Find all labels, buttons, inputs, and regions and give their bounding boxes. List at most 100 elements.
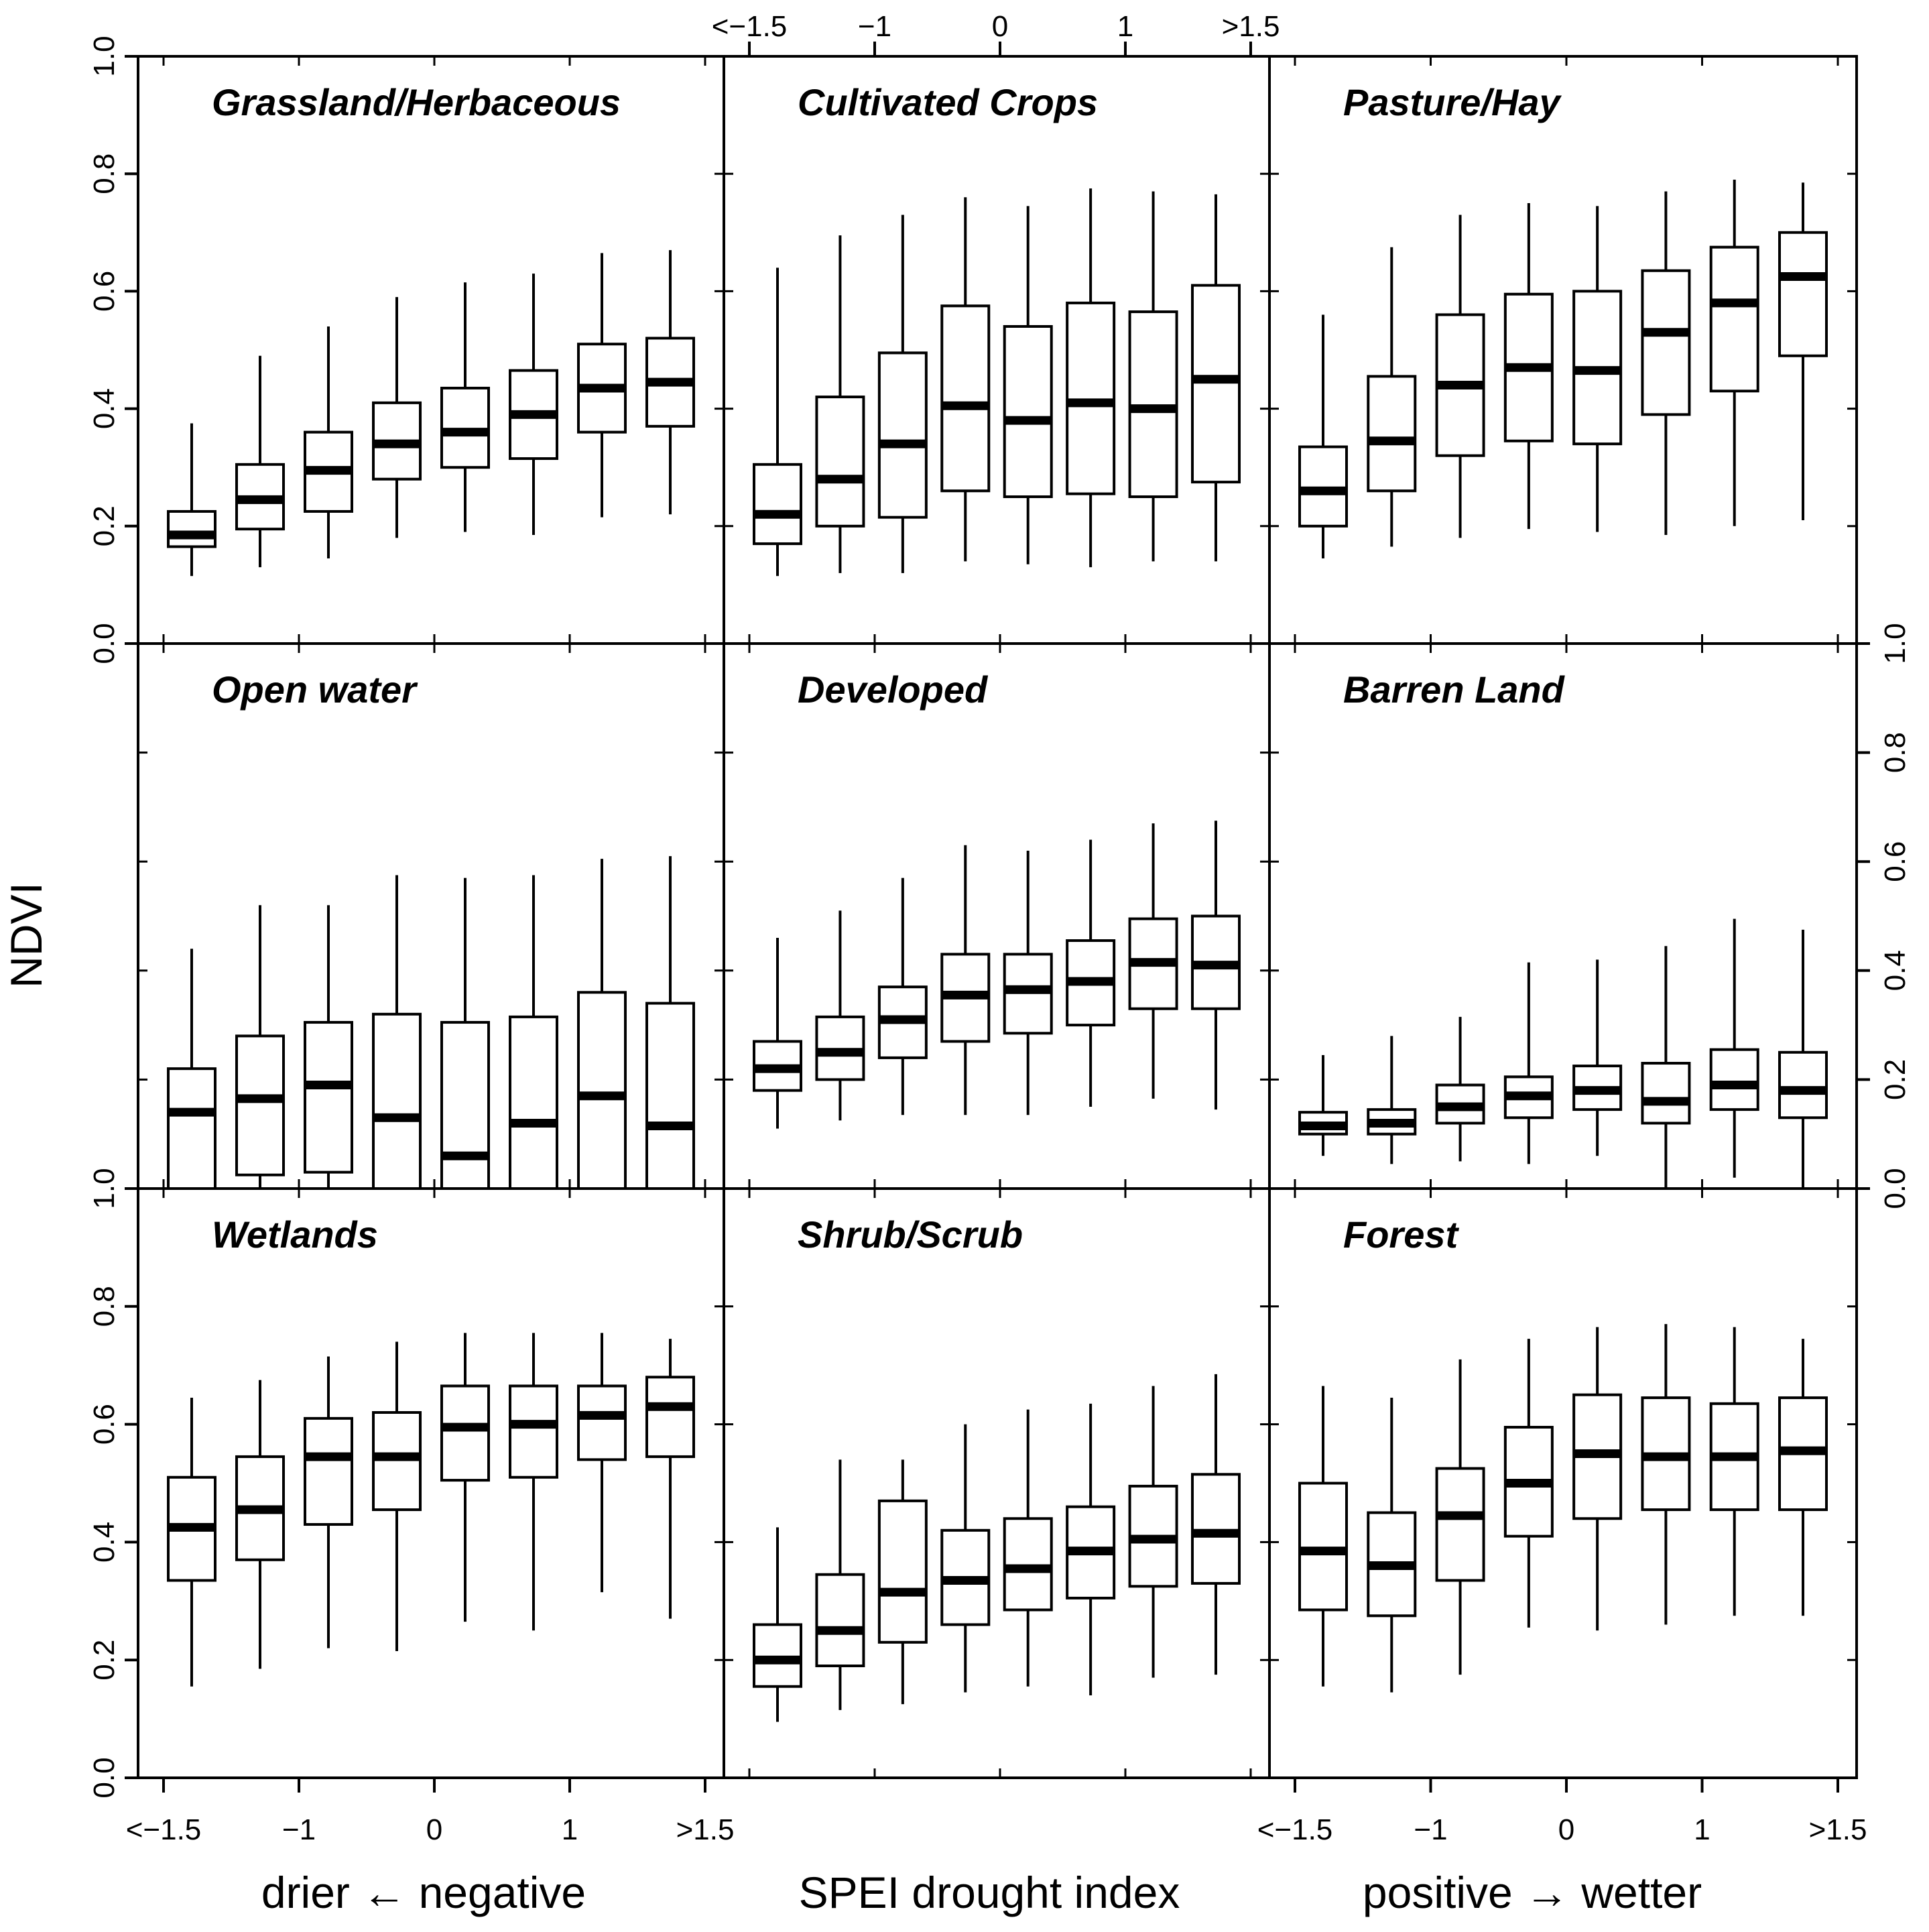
box-1	[753, 938, 802, 1129]
panel-3: Pasture/Hay	[1298, 81, 1828, 558]
iqr-box	[1191, 284, 1241, 484]
x-axis-bottom-col-3: <−1.5 −1 0 1 >1.5	[1257, 56, 1867, 1846]
iqr-box	[509, 1384, 558, 1479]
y-tick-label: 0.6	[88, 1404, 121, 1445]
box-1	[1298, 1386, 1348, 1687]
iqr-box	[1128, 310, 1178, 498]
box-4	[1503, 203, 1554, 530]
iqr-box	[304, 1021, 353, 1174]
box-5	[440, 1333, 490, 1622]
panel-4: Open water	[167, 668, 695, 1191]
y-axis-right-row-2: 0.0 0.2 0.4 0.6 0.8 1.0	[138, 623, 1912, 1209]
panel-title: Developed	[798, 668, 989, 711]
y-tick-label: 1.0	[1879, 623, 1912, 664]
x-tick-label: >1.5	[1809, 1813, 1867, 1846]
box-2	[1367, 1398, 1417, 1693]
box-3	[304, 905, 353, 1189]
box-8	[1778, 929, 1828, 1189]
x-axis-top-col-2: <−1.5 −1 0 1 >1.5	[712, 10, 1280, 1778]
box-5	[440, 282, 490, 532]
x-axis-bottom-col-1: <−1.5 −1 0 1 >1.5	[126, 56, 734, 1846]
box-8	[1778, 1339, 1828, 1616]
box-7	[1709, 918, 1759, 1178]
iqr-box	[1709, 1048, 1759, 1111]
y-axis-left-row-1: 0.0 0.2 0.4 0.6 0.8 1.0	[88, 36, 1857, 664]
box-8	[645, 250, 695, 515]
iqr-box	[1066, 301, 1116, 495]
panel-title: Pasture/Hay	[1343, 81, 1562, 123]
box-3	[877, 878, 928, 1115]
box-3	[1435, 1016, 1485, 1162]
y-tick-label: 0.6	[88, 271, 121, 312]
panels-layer: Grassland/Herbaceous Cultivated Crops Past…	[167, 81, 1828, 1722]
box-1	[753, 1527, 802, 1722]
box-6	[1066, 839, 1116, 1107]
y-tick-label: 0.6	[1879, 841, 1912, 882]
iqr-box	[1367, 375, 1417, 493]
x-tick-label: 0	[1558, 1813, 1574, 1846]
box-3	[877, 215, 928, 573]
box-2	[235, 905, 285, 1189]
box-4	[372, 1341, 422, 1652]
panel-title: Barren Land	[1343, 668, 1566, 711]
iqr-box	[815, 1573, 865, 1667]
y-tick-label: 0.8	[1879, 732, 1912, 773]
box-4	[372, 875, 422, 1190]
box-1	[167, 949, 216, 1191]
box-8	[645, 856, 695, 1190]
y-tick-label: 0.0	[88, 623, 121, 664]
box-4	[372, 297, 422, 538]
x-tick-label: 1	[1117, 10, 1133, 43]
box-4	[1503, 1339, 1554, 1628]
box-4	[940, 197, 991, 562]
box-8	[645, 1339, 695, 1619]
panel-title: Forest	[1343, 1213, 1459, 1256]
panel-title: Cultivated Crops	[798, 81, 1098, 123]
iqr-box	[372, 1012, 422, 1190]
iqr-box	[167, 509, 216, 548]
box-3	[304, 326, 353, 558]
iqr-box	[440, 1384, 490, 1482]
y-tick-label: 0.4	[88, 1522, 121, 1563]
box-6	[509, 1333, 558, 1631]
y-axis-title: NDVI	[1, 882, 51, 988]
y-tick-label: 1.0	[88, 1168, 121, 1209]
panel-6: Barren Land	[1298, 668, 1828, 1189]
box-2	[815, 910, 865, 1121]
box-6	[1641, 946, 1691, 1189]
iqr-box	[509, 1015, 558, 1191]
box-7	[1128, 191, 1178, 562]
box-6	[1066, 1403, 1116, 1695]
panel-9: Forest	[1298, 1213, 1828, 1693]
x-tick-label: −1	[282, 1813, 316, 1846]
x-tick-label: <−1.5	[712, 10, 788, 43]
x-axis-title-left: drier ← negative	[261, 1868, 586, 1917]
x-tick-label: −1	[858, 10, 891, 43]
iqr-box	[1709, 245, 1759, 393]
box-6	[1641, 1324, 1691, 1625]
box-5	[1572, 959, 1623, 1156]
box-7	[1128, 1386, 1178, 1678]
panel-title: Shrub/Scrub	[798, 1213, 1023, 1256]
figure-frame	[137, 55, 1858, 1779]
x-tick-label: −1	[1414, 1813, 1447, 1846]
x-tick-label: 1	[562, 1813, 578, 1846]
panel-title: Grassland/Herbaceous	[212, 81, 621, 123]
iqr-box	[1778, 1050, 1828, 1120]
x-tick-label: <−1.5	[1257, 1813, 1333, 1846]
box-1	[167, 423, 216, 577]
box-5	[1003, 1409, 1053, 1687]
y-tick-label: 0.8	[88, 154, 121, 194]
x-axis-title-right: positive → wetter	[1363, 1868, 1702, 1917]
iqr-box	[1298, 1482, 1348, 1612]
iqr-box	[877, 1499, 928, 1644]
box-6	[509, 274, 558, 535]
y-tick-label: 0.0	[88, 1757, 121, 1798]
box-5	[1003, 850, 1053, 1115]
box-6	[1641, 191, 1691, 535]
iqr-box	[877, 351, 928, 519]
y-tick-label: 1.0	[88, 36, 121, 76]
box-5	[1572, 1327, 1623, 1631]
panel-7: Wetlands	[167, 1213, 695, 1687]
